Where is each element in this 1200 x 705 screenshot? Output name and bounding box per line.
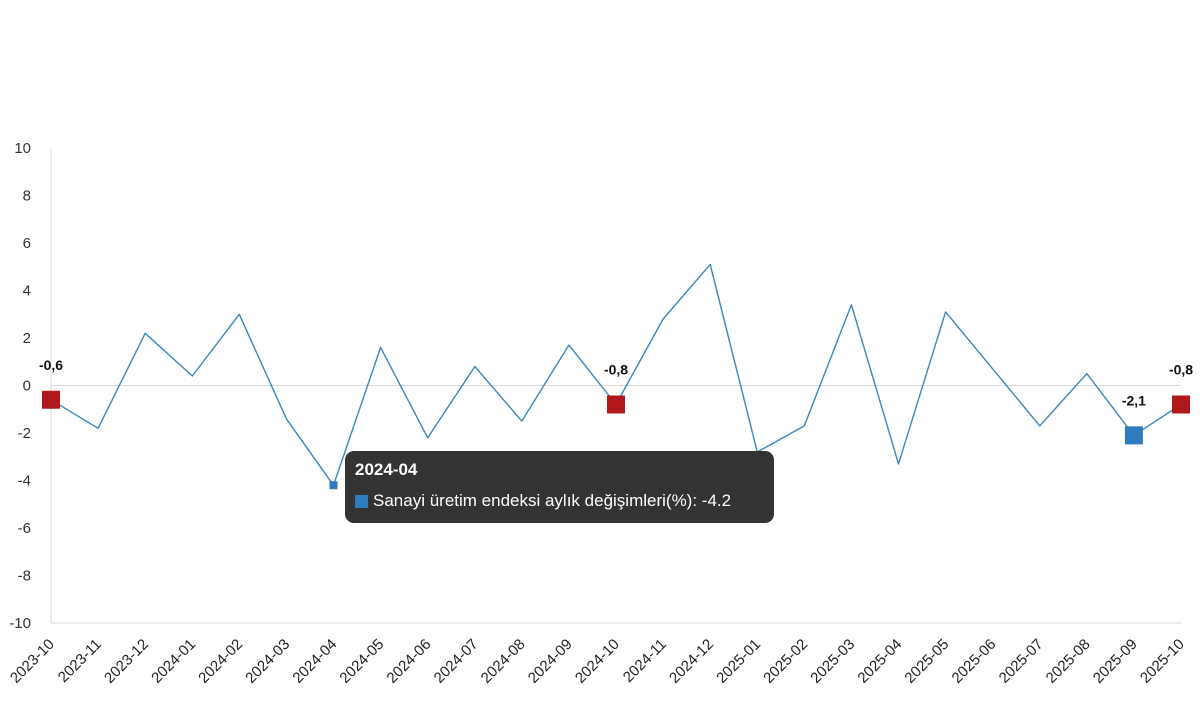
- x-tick-label: 2024-07: [431, 636, 482, 687]
- x-axis: 2023-102023-112023-122024-012024-022024-…: [7, 622, 1188, 687]
- x-tick-label: 2023-11: [55, 636, 105, 686]
- x-tick-label: 2025-02: [760, 636, 811, 687]
- y-tick-label: -2: [18, 425, 31, 442]
- y-tick-label: -4: [18, 473, 31, 490]
- data-label: -0,8: [604, 362, 628, 378]
- data-label-layer: -0,6 -0,8 -2,1 -0,8: [39, 357, 1193, 409]
- highlight-point-marker: [607, 395, 625, 414]
- highlight-point-marker: [1124, 426, 1143, 445]
- y-tick-label: 2: [23, 330, 31, 347]
- data-label: -0,6: [39, 357, 63, 373]
- x-tick-label: 2024-11: [620, 636, 670, 686]
- hovered-point-marker: [329, 481, 338, 490]
- y-tick-label: 8: [23, 188, 31, 205]
- y-tick-label: -10: [9, 615, 31, 632]
- x-tick-label: 2025-08: [1043, 636, 1094, 687]
- x-tick-label: 2025-04: [854, 636, 905, 687]
- x-tick-label: 2025-07: [996, 636, 1047, 687]
- x-tick-label: 2025-03: [807, 636, 858, 687]
- x-tick-label: 2024-06: [384, 636, 435, 687]
- x-tick-label: 2025-06: [949, 636, 1000, 687]
- x-tick-label: 2025-10: [1137, 636, 1188, 687]
- x-tick-label: 2024-05: [336, 636, 387, 687]
- x-tick-label: 2025-05: [901, 636, 952, 687]
- x-tick-label: 2023-12: [101, 636, 152, 687]
- x-tick-label: 2024-03: [242, 636, 293, 687]
- tooltip-title: 2024-04: [355, 460, 418, 479]
- y-tick-label: 10: [14, 140, 31, 157]
- tooltip-row: Sanayi üretim endeksi aylık değişimleri(…: [355, 490, 764, 512]
- x-tick-label: 2023-10: [7, 636, 58, 687]
- x-tick-label: 2025-09: [1090, 636, 1141, 687]
- tooltip: 2024-04 Sanayi üretim endeksi aylık deği…: [345, 451, 774, 523]
- x-tick-label: 2025-01: [713, 636, 764, 687]
- y-tick-label: -8: [18, 568, 31, 585]
- highlight-point-marker: [1172, 395, 1190, 414]
- y-tick-label: -6: [18, 520, 31, 537]
- x-tick-label: 2024-12: [666, 636, 717, 687]
- x-tick-label: 2024-04: [289, 636, 340, 687]
- x-tick-label: 2024-10: [572, 636, 623, 687]
- y-tick-label: 6: [23, 235, 31, 252]
- x-tick-label: 2024-09: [525, 636, 576, 687]
- x-tick-label: 2024-01: [148, 636, 199, 687]
- highlight-point-marker: [42, 390, 60, 409]
- data-label: -2,1: [1122, 392, 1146, 408]
- data-label: -0,8: [1169, 362, 1193, 378]
- marker-layer: [42, 390, 1190, 490]
- tooltip-text: Sanayi üretim endeksi aylık değişimleri(…: [373, 491, 732, 510]
- y-tick-label: 0: [23, 378, 31, 395]
- y-tick-label: 4: [23, 283, 31, 300]
- y-axis: -10 -8 -6 -4 -2 0 2 4 6 8 10: [9, 140, 1181, 632]
- x-tick-label: 2024-08: [478, 636, 529, 687]
- tooltip-series-swatch: [355, 494, 368, 508]
- x-tick-label: 2024-02: [195, 636, 246, 687]
